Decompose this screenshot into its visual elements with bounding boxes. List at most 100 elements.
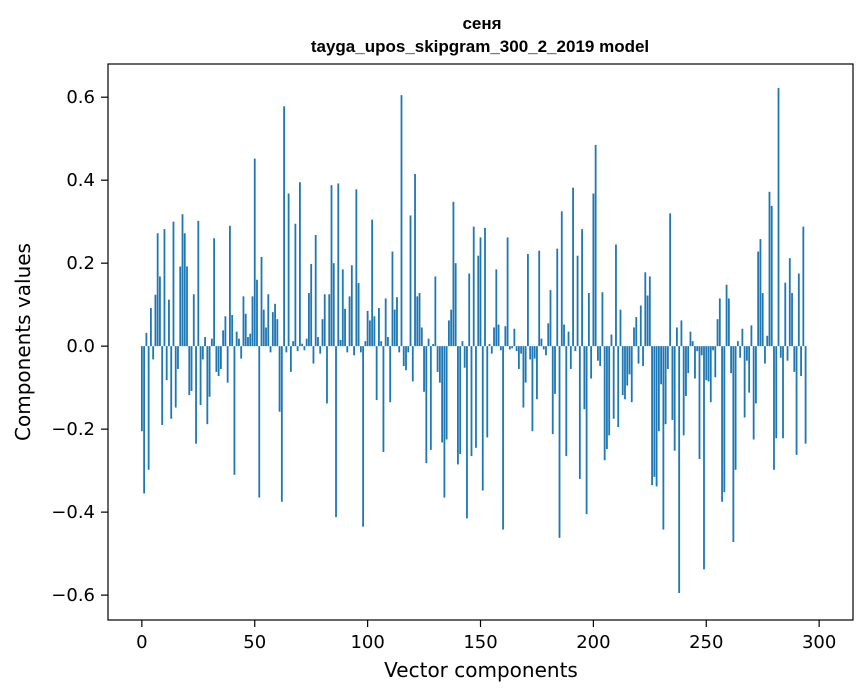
bar bbox=[730, 346, 732, 374]
bar bbox=[777, 88, 780, 347]
bar bbox=[454, 263, 457, 347]
bar bbox=[389, 346, 392, 403]
bar bbox=[617, 346, 620, 428]
bar bbox=[770, 205, 773, 347]
bar bbox=[366, 310, 369, 347]
bar bbox=[484, 227, 486, 347]
bar bbox=[664, 346, 667, 425]
bar bbox=[727, 298, 730, 347]
bar bbox=[466, 346, 468, 519]
bar bbox=[461, 341, 464, 347]
bar bbox=[481, 346, 484, 491]
bar bbox=[219, 346, 222, 369]
bar bbox=[757, 251, 760, 347]
bar bbox=[766, 335, 769, 347]
bar bbox=[608, 346, 611, 436]
bar bbox=[317, 337, 319, 347]
bar bbox=[669, 213, 672, 347]
bar bbox=[199, 346, 202, 406]
bar bbox=[691, 341, 694, 347]
bar bbox=[301, 343, 304, 347]
bar bbox=[457, 346, 459, 465]
bar bbox=[154, 294, 157, 347]
bar bbox=[170, 346, 173, 419]
bar bbox=[685, 346, 687, 396]
bar bbox=[556, 248, 559, 347]
bar bbox=[533, 346, 536, 359]
bar bbox=[393, 309, 396, 347]
bar bbox=[319, 346, 322, 354]
bar bbox=[637, 346, 640, 364]
bar bbox=[258, 346, 261, 498]
bar bbox=[698, 346, 701, 460]
bar bbox=[502, 346, 504, 530]
bar bbox=[795, 346, 798, 455]
bar bbox=[310, 263, 313, 347]
bar bbox=[682, 346, 685, 436]
bar bbox=[696, 346, 699, 352]
bar bbox=[161, 346, 164, 425]
bar bbox=[423, 346, 425, 392]
bar bbox=[653, 346, 656, 477]
bar bbox=[204, 337, 206, 347]
bar bbox=[407, 346, 410, 353]
y-tick-label: −0.6 bbox=[51, 585, 95, 606]
bar bbox=[267, 294, 270, 347]
bar bbox=[296, 346, 299, 352]
bar bbox=[145, 332, 148, 347]
chart-subtitle: tayga_upos_skipgram_300_2_2019 model bbox=[311, 37, 649, 56]
bar bbox=[183, 233, 186, 347]
bar bbox=[540, 338, 543, 347]
y-tick-label: 0.0 bbox=[66, 336, 95, 357]
bar bbox=[531, 346, 534, 432]
bar bbox=[800, 346, 802, 377]
bar bbox=[378, 307, 380, 347]
bar bbox=[804, 346, 807, 444]
bar bbox=[560, 211, 563, 347]
bar bbox=[231, 315, 234, 347]
bar bbox=[280, 346, 283, 502]
bar bbox=[786, 346, 789, 361]
bar bbox=[387, 337, 389, 347]
y-axis-ticks: −0.6 −0.4 −0.2 0.0 0.2 0.4 0.6 bbox=[51, 87, 108, 606]
bar bbox=[732, 346, 735, 542]
bar bbox=[323, 294, 326, 347]
bar bbox=[247, 337, 249, 347]
bars-group bbox=[140, 88, 807, 594]
bar bbox=[619, 309, 622, 347]
bar bbox=[188, 346, 191, 396]
bar bbox=[443, 346, 446, 498]
x-tick-label: 250 bbox=[689, 632, 723, 653]
bar bbox=[226, 346, 229, 383]
bar bbox=[499, 346, 502, 351]
bar bbox=[355, 189, 358, 347]
bar bbox=[210, 338, 213, 347]
bar bbox=[350, 265, 353, 347]
bar bbox=[328, 294, 331, 347]
bar bbox=[759, 239, 762, 347]
bar bbox=[755, 346, 757, 404]
bar bbox=[411, 346, 414, 382]
bar bbox=[441, 346, 444, 443]
bar bbox=[694, 346, 696, 379]
bar bbox=[635, 317, 638, 347]
bar bbox=[572, 187, 574, 347]
bar bbox=[748, 346, 751, 393]
bar bbox=[416, 296, 419, 347]
bar bbox=[680, 320, 683, 347]
bar bbox=[168, 299, 170, 347]
bar bbox=[346, 346, 349, 353]
bar bbox=[791, 293, 793, 347]
bar bbox=[551, 346, 554, 435]
bar bbox=[174, 346, 177, 408]
bar bbox=[292, 341, 295, 347]
bar bbox=[217, 346, 220, 377]
bar bbox=[197, 220, 200, 347]
bar bbox=[527, 254, 529, 347]
bar bbox=[529, 346, 532, 360]
x-tick-label: 100 bbox=[350, 632, 384, 653]
bar bbox=[380, 341, 383, 347]
bar bbox=[195, 346, 197, 444]
bar bbox=[265, 327, 267, 347]
